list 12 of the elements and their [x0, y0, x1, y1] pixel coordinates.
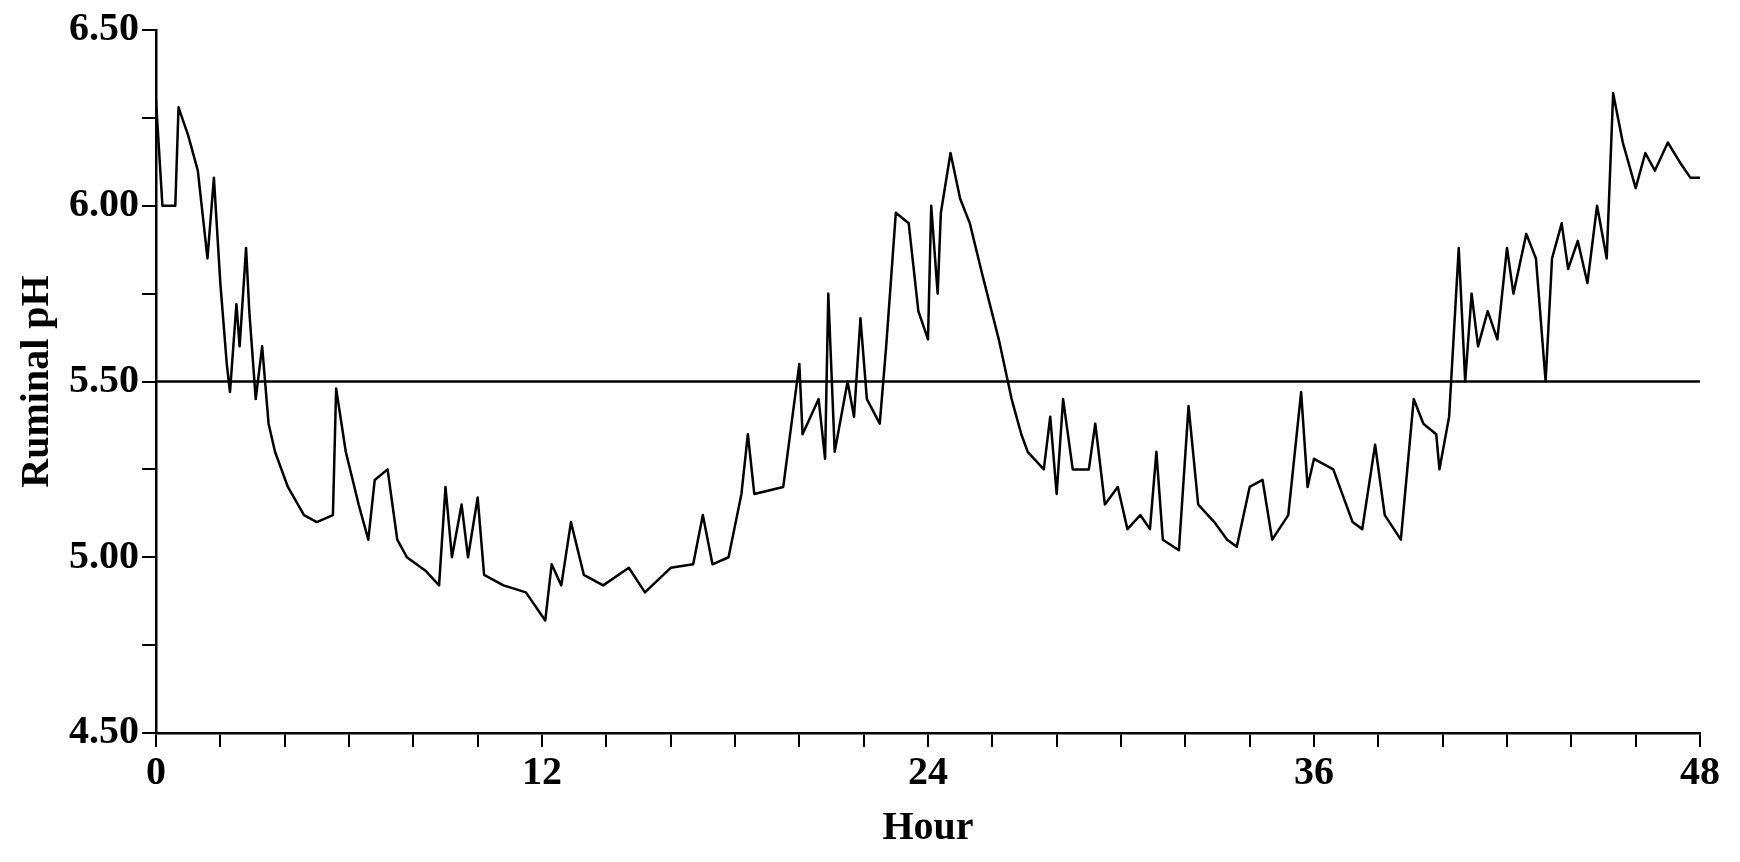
y-tick-label: 6.50 [69, 4, 139, 50]
y-axis-title: Ruminal pH [12, 275, 58, 488]
x-tick-label: 0 [146, 748, 166, 794]
y-tick-label: 5.50 [69, 355, 139, 401]
x-tick-label: 36 [1294, 748, 1334, 794]
x-axis-title: Hour [882, 803, 974, 849]
x-tick-label: 24 [908, 748, 948, 794]
x-tick-label: 48 [1680, 748, 1720, 794]
x-tick-label: 12 [522, 748, 562, 794]
y-tick-label: 4.50 [69, 707, 139, 753]
y-tick-label: 6.00 [69, 180, 139, 226]
y-tick-label: 5.00 [69, 531, 139, 577]
